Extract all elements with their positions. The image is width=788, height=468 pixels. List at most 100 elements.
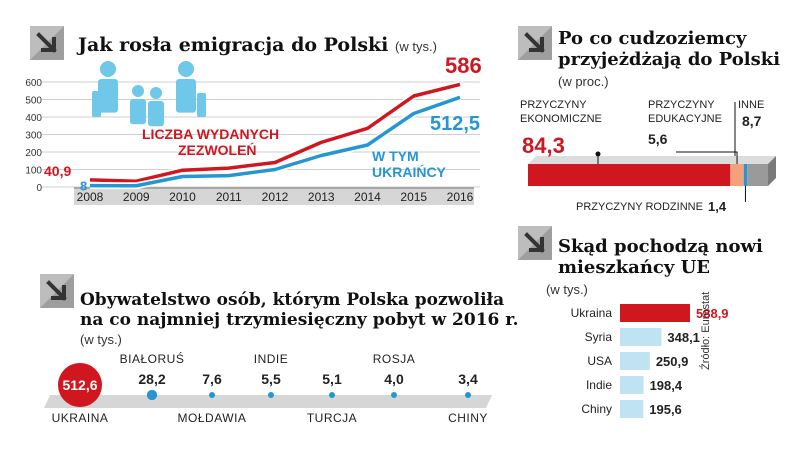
arrow-down-right-icon <box>518 226 552 260</box>
bar-segment <box>730 164 744 186</box>
person-head <box>132 85 144 97</box>
bar-side-face <box>768 156 776 186</box>
eu-country-label: Indie <box>586 378 612 392</box>
eu-bar-value: 198,4 <box>650 378 683 393</box>
eu-bar <box>620 352 650 370</box>
country-label: CHINY <box>448 411 488 425</box>
country-label: UKRAINA <box>52 411 109 425</box>
eu-bar-value: 588,9 <box>696 306 729 321</box>
eu-bar-value: 195,6 <box>649 402 682 417</box>
person-body <box>176 79 196 113</box>
bubble <box>58 363 102 407</box>
arrow-down-right-icon <box>518 26 552 60</box>
bubble-value: 28,2 <box>138 371 165 387</box>
country-label: ROSJA <box>373 352 416 366</box>
x-axis-band <box>74 188 474 205</box>
eu-country-label: Chiny <box>581 402 612 416</box>
country-label: BIAŁORUŚ <box>120 351 185 366</box>
section4-unit: (w tys.) <box>546 282 588 297</box>
end-value-permits: 586 <box>445 55 482 78</box>
y-tick-label: 400 <box>25 113 42 124</box>
bar-segment <box>747 164 768 186</box>
person-body <box>98 79 118 113</box>
family-icon <box>92 61 206 127</box>
country-label: MOŁDAWIA <box>178 411 247 425</box>
section3-unit: (w tys.) <box>80 332 122 347</box>
x-tick-label: 2009 <box>123 190 150 204</box>
start-value-ukraine: 8 <box>80 179 87 194</box>
x-tick-label: 2015 <box>400 190 427 204</box>
edu-label-line2: EDUKACYJNE <box>648 113 722 125</box>
eu-country-label: USA <box>587 354 612 368</box>
person-body <box>130 99 146 125</box>
section2-title-line2: przyjeżdżają do Polski <box>558 49 781 70</box>
section4-title: Skąd pochodzą nowi mieszkańcy UE <box>558 236 763 278</box>
permits-label-line2: ZEZWOLEŃ <box>178 142 257 158</box>
other-value: 8,7 <box>742 113 762 129</box>
eu-bar-value: 348,1 <box>667 330 700 345</box>
y-tick-label: 200 <box>25 148 42 159</box>
section3-title: Obywatelstwo osób, którym Polska pozwoli… <box>80 290 519 330</box>
section1-title-row: Jak rosła emigracja do Polski (w tys.) <box>78 34 437 56</box>
permits-label-line1: LICZBA WYDANYCH <box>142 126 279 142</box>
family-label: PRZYCZYNY RODZINNE <box>576 201 703 213</box>
baseline-band <box>44 395 492 408</box>
eu-country-label: Ukraina <box>571 306 613 320</box>
series-line-permits <box>89 82 461 183</box>
suitcase <box>92 91 101 117</box>
eu-bar-value: 250,9 <box>656 354 689 369</box>
bubble <box>268 392 274 398</box>
eu-bar <box>620 304 690 322</box>
bar-top-face <box>528 156 776 164</box>
person-head <box>100 61 116 77</box>
person-body <box>148 101 164 127</box>
section2-title-line1: Po co cudzoziemcy <box>558 28 747 49</box>
reasons-chart: PRZYCZYNY EKONOMICZNE 84,3 PRZYCZYNY EDUKACY… <box>520 99 776 214</box>
section1-unit: (w tys.) <box>395 39 437 54</box>
ukraine-label-line1: W TYM <box>372 148 419 164</box>
person-head <box>150 87 162 99</box>
bubble <box>329 392 335 398</box>
section4-title-line1: Skąd pochodzą nowi <box>558 236 763 257</box>
econ-value: 84,3 <box>522 133 565 158</box>
country-label: INDIE <box>254 352 289 366</box>
x-tick-label: 2010 <box>169 190 196 204</box>
bar-segment <box>528 164 731 186</box>
bubble <box>146 389 158 401</box>
bubble-value: 7,6 <box>202 371 222 387</box>
family-value: 1,4 <box>708 199 727 214</box>
ukraine-label-line2: UKRAIŃCY <box>372 164 447 180</box>
bubble-value: 4,0 <box>384 371 404 387</box>
edu-value: 5,6 <box>648 131 668 147</box>
edu-leader <box>676 151 738 164</box>
econ-leader-dot <box>595 151 601 157</box>
eu-bar <box>620 400 644 418</box>
section1-title: Jak rosła emigracja do Polski <box>78 34 389 56</box>
section2-title: Po co cudzoziemcy przyjeżdżają do Polski <box>558 28 780 70</box>
y-tick-label: 500 <box>25 96 42 107</box>
bubble-value: 5,5 <box>261 371 281 387</box>
x-tick-label: 2016 <box>447 190 474 204</box>
eu-chart: Ukraina 588,9 Syria 348,1 USA 250,9 Indie 198,4… <box>571 304 729 418</box>
y-tick-label: 0 <box>36 183 42 194</box>
section3-title-line1: Obywatelstwo osób, którym Polska pozwoli… <box>80 290 505 310</box>
eu-bar <box>620 376 644 394</box>
bubble <box>209 392 215 398</box>
section2-unit: (w proc.) <box>558 74 609 89</box>
citizenship-chart: 512,6 UKRAINA 28,2 BIAŁORUŚ 7,6 MOŁDAWIA 5,5 IN… <box>44 351 492 425</box>
bar-segment <box>743 164 748 186</box>
line-chart: 0 100 200 300 400 500 600 2008 2009 2010 2011 2012 2… <box>25 55 482 205</box>
arrow-down-right-icon <box>30 26 64 60</box>
econ-label-line2: EKONOMICZNE <box>520 113 602 125</box>
y-tick-label: 300 <box>25 131 42 142</box>
country-label: TURCJA <box>307 411 357 425</box>
x-tick-label: 2014 <box>354 190 381 204</box>
eu-bar <box>620 328 662 346</box>
y-tick-label: 100 <box>25 166 42 177</box>
section4-title-line2: mieszkańcy UE <box>558 257 711 278</box>
x-tick-label: 2011 <box>216 190 242 204</box>
bubble-value: 5,1 <box>322 371 342 387</box>
start-value-permits: 40,9 <box>44 163 71 179</box>
bubble-value: 3,4 <box>458 371 478 387</box>
econ-label-line1: PRZYCZYNY <box>520 99 587 111</box>
